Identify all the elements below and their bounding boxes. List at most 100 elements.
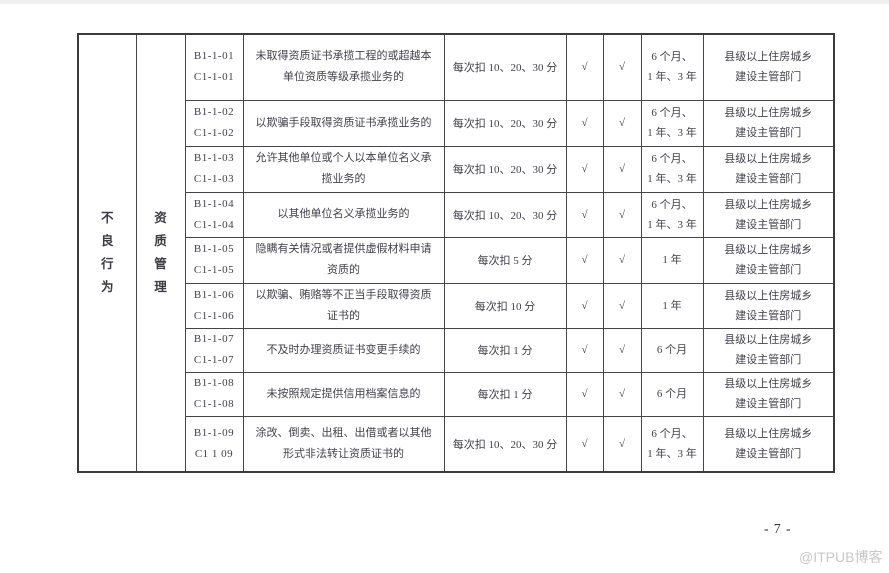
penalty-cell: 每次扣 10、20、30 分	[443, 99, 567, 147]
department-line-2: 建设主管部门	[735, 447, 802, 460]
department-cell: 县级以上住房城乡 建设主管部门	[702, 191, 835, 238]
period-line-1: 6 个月、	[651, 107, 693, 119]
table-row: B1-1-04 C1-1-04 以其他单位名义承揽业务的 每次扣 10、20、3…	[78, 191, 835, 238]
penalty-cell: 每次扣 1 分	[443, 327, 567, 373]
department-cell: 县级以上住房城乡 建设主管部门	[702, 327, 835, 373]
period-line-1: 6 个月、	[651, 51, 693, 64]
code-line-b: B1-1-05	[193, 243, 235, 255]
code-cell: B1-1-04 C1-1-04	[184, 191, 244, 238]
penalty-cell: 每次扣 5 分	[443, 236, 567, 284]
department-line-2: 建设主管部门	[735, 309, 802, 322]
check-col-1-cell: √	[565, 191, 604, 238]
code-line-c: C1 1 09	[194, 447, 234, 460]
code-line-b: B1-1-03	[193, 152, 235, 164]
code-line-c: C1-1-01	[193, 71, 235, 84]
table-row: B1-1-02 C1-1-02 以欺骗手段取得资质证书承揽业务的 每次扣 10、…	[78, 99, 835, 147]
period-cell: 1 年	[640, 236, 704, 284]
table-row: B1-1-07 C1-1-07 不及时办理资质证书变更手续的 每次扣 1 分 √…	[78, 327, 835, 373]
department-cell: 县级以上住房城乡 建设主管部门	[702, 99, 835, 147]
department-cell: 县级以上住房城乡 建设主管部门	[702, 145, 835, 193]
code-cell: B1-1-02 C1-1-02	[184, 99, 244, 147]
department-cell: 县级以上住房城乡 建设主管部门	[702, 415, 835, 473]
period-line-2: 1 年、3 年	[647, 447, 697, 460]
table-row: B1-1-03 C1-1-03 允许其他单位或个人以本单位名义承揽业务的 每次扣…	[78, 145, 835, 193]
description-cell: 涂改、倒卖、出租、出借或者以其他形式非法转让资质证书的	[242, 415, 445, 473]
check-col-2-cell: √	[602, 145, 642, 193]
check-col-2-cell: √	[602, 99, 642, 147]
department-line-1: 县级以上住房城乡	[724, 198, 813, 211]
check-col-2-cell: √	[602, 371, 642, 417]
period-line-1: 6 个月	[656, 388, 688, 400]
description-cell: 以欺骗、贿赂等不正当手段取得资质证书的	[242, 282, 445, 329]
check-col-1-cell: √	[565, 371, 604, 417]
top-edge-divider	[0, 0, 889, 4]
violation-table: 不良行为 资质管理 B1-1-01 C1-1-01 未取得资质证书承揽工程的或超…	[77, 33, 835, 473]
check-col-1-cell: √	[565, 282, 604, 329]
period-line-1: 1 年	[662, 299, 682, 312]
penalty-cell: 每次扣 10、20、30 分	[443, 415, 567, 473]
department-line-1: 县级以上住房城乡	[724, 427, 813, 440]
code-line-b: B1-1-02	[193, 106, 235, 118]
department-line-2: 建设主管部门	[735, 264, 802, 276]
page-number: - 7 -	[764, 521, 792, 536]
department-line-2: 建设主管部门	[735, 173, 802, 185]
table-row: B1-1-08 C1-1-08 未按照规定提供信用档案信息的 每次扣 1 分 √…	[78, 371, 835, 417]
period-cell: 6 个月、 1 年、3 年	[640, 191, 704, 238]
check-col-1-cell: √	[565, 236, 604, 284]
department-line-1: 县级以上住房城乡	[724, 153, 813, 165]
code-line-c: C1-1-02	[193, 127, 235, 139]
watermark-label: @ITPUB博客	[799, 549, 883, 565]
code-cell: B1-1-06 C1-1-06	[184, 282, 244, 329]
code-cell: B1-1-09 C1 1 09	[184, 415, 244, 473]
code-line-c: C1-1-06	[193, 309, 235, 322]
code-line-b: B1-1-04	[193, 197, 235, 210]
description-cell: 允许其他单位或个人以本单位名义承揽业务的	[242, 145, 445, 193]
code-line-b: B1-1-07	[193, 333, 235, 345]
penalty-cell: 每次扣 10 分	[443, 282, 567, 329]
description-cell: 隐瞒有关情况或者提供虚假材料申请资质的	[242, 236, 445, 284]
period-cell: 6 个月、 1 年、3 年	[640, 33, 704, 101]
period-cell: 6 个月	[640, 327, 704, 373]
code-cell: B1-1-07 C1-1-07	[184, 327, 244, 373]
department-line-1: 县级以上住房城乡	[724, 334, 813, 346]
period-cell: 6 个月、 1 年、3 年	[640, 145, 704, 193]
check-col-2-cell: √	[602, 191, 642, 238]
table-row: 不良行为 资质管理 B1-1-01 C1-1-01 未取得资质证书承揽工程的或超…	[77, 33, 835, 473]
code-line-c: C1-1-05	[193, 264, 235, 276]
check-col-2-cell: √	[602, 33, 642, 101]
period-cell: 1 年	[640, 282, 704, 329]
code-cell: B1-1-03 C1-1-03	[184, 145, 244, 193]
code-cell: B1-1-05 C1-1-05	[184, 236, 244, 284]
period-line-1: 6 个月、	[651, 427, 693, 440]
period-line-1: 6 个月	[656, 344, 688, 356]
code-line-b: B1-1-06	[193, 288, 235, 301]
check-col-1-cell: √	[565, 415, 604, 473]
check-col-1-cell: √	[565, 33, 604, 101]
period-line-2: 1 年、3 年	[647, 71, 697, 84]
department-line-1: 县级以上住房城乡	[724, 244, 813, 256]
department-line-1: 县级以上住房城乡	[724, 107, 813, 119]
description-cell: 未取得资质证书承揽工程的或超越本单位资质等级承揽业务的	[242, 33, 445, 101]
department-cell: 县级以上住房城乡 建设主管部门	[702, 371, 835, 417]
penalty-cell: 每次扣 10、20、30 分	[443, 145, 567, 193]
check-col-1-cell: √	[565, 99, 604, 147]
department-line-2: 建设主管部门	[735, 218, 802, 231]
period-line-1: 6 个月、	[651, 153, 693, 165]
code-line-b: B1-1-08	[193, 377, 235, 389]
penalty-cell: 每次扣 1 分	[443, 371, 567, 417]
subcategory-cell: 资质管理	[135, 33, 186, 473]
period-cell: 6 个月、 1 年、3 年	[640, 415, 704, 473]
department-cell: 县级以上住房城乡 建设主管部门	[702, 282, 835, 329]
code-line-c: C1-1-07	[193, 354, 235, 366]
code-line-b: B1-1-01	[193, 50, 235, 63]
code-line-c: C1-1-03	[193, 173, 235, 185]
department-line-2: 建设主管部门	[735, 71, 802, 84]
department-line-1: 县级以上住房城乡	[724, 289, 813, 302]
code-cell: B1-1-08 C1-1-08	[184, 371, 244, 417]
check-col-2-cell: √	[602, 415, 642, 473]
table-row: B1-1-06 C1-1-06 以欺骗、贿赂等不正当手段取得资质证书的 每次扣 …	[78, 282, 835, 329]
penalty-cell: 每次扣 10、20、30 分	[443, 33, 567, 101]
period-line-1: 6 个月、	[651, 198, 693, 211]
check-col-1-cell: √	[565, 327, 604, 373]
